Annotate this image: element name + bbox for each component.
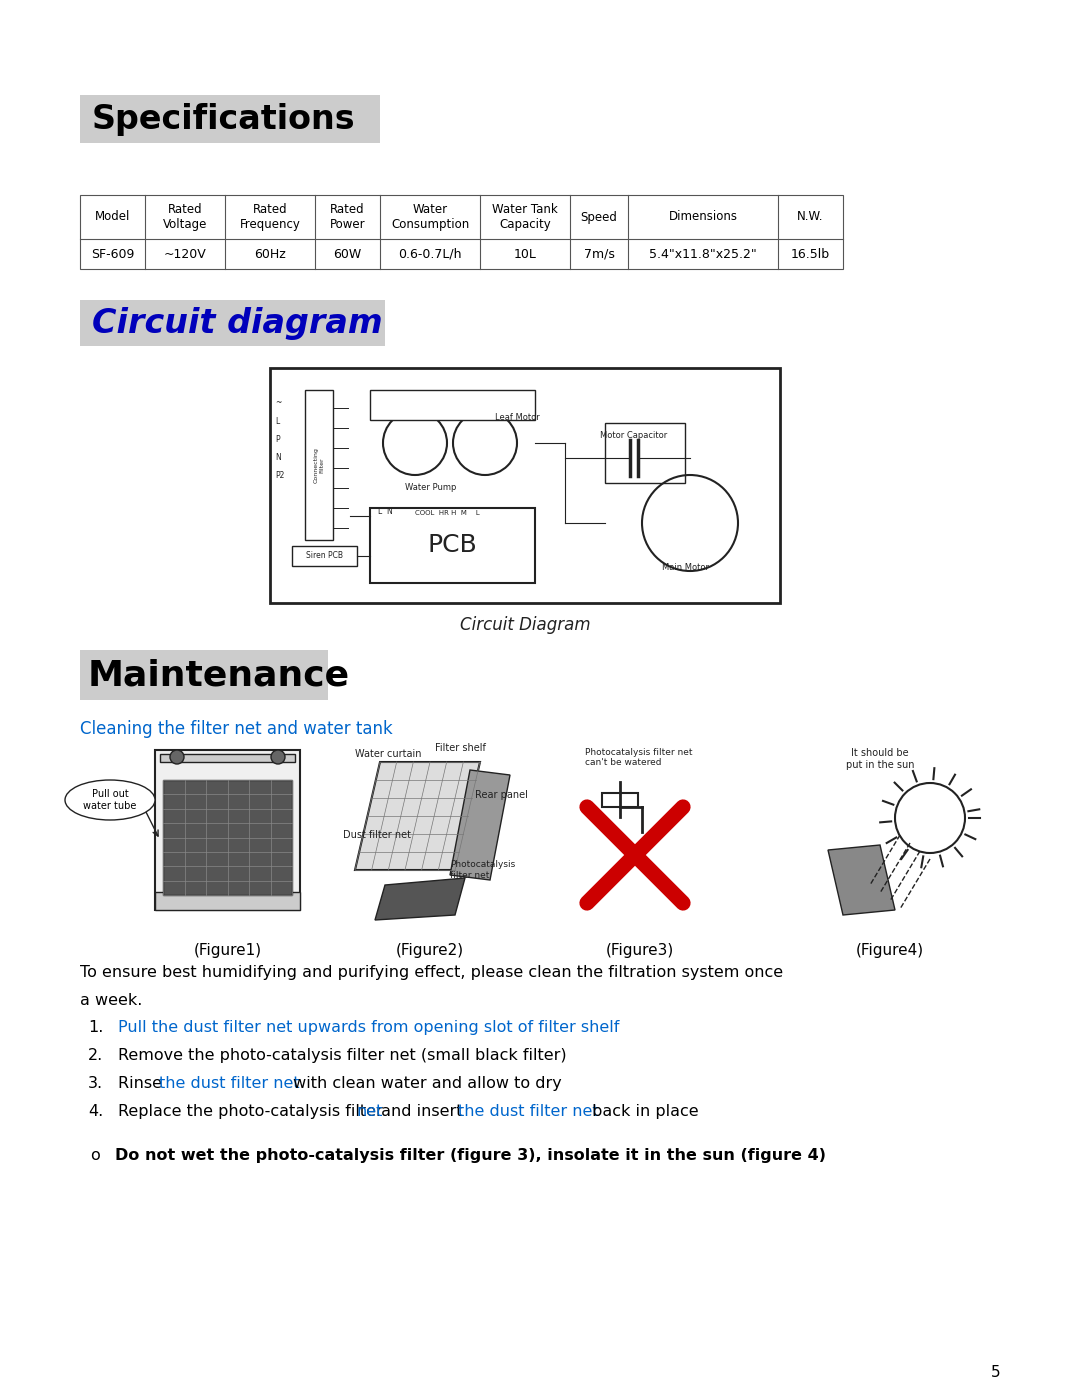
Text: Rear panel: Rear panel: [475, 789, 528, 800]
Text: Connecting
Filter: Connecting Filter: [313, 447, 324, 483]
Text: Rinse: Rinse: [118, 1076, 167, 1091]
Text: Water
Consumption: Water Consumption: [391, 203, 469, 231]
Text: To ensure best humidifying and purifying effect, please clean the filtration sys: To ensure best humidifying and purifying…: [80, 965, 783, 981]
Text: Motor Capacitor: Motor Capacitor: [600, 432, 667, 440]
Text: (Figure4): (Figure4): [856, 943, 924, 958]
Text: the dust filter net: the dust filter net: [159, 1076, 299, 1091]
Text: Cleaning the filter net and water tank: Cleaning the filter net and water tank: [80, 719, 393, 738]
Text: Pull out
water tube: Pull out water tube: [83, 789, 137, 810]
Text: Maintenance: Maintenance: [87, 658, 350, 692]
Text: N.W.: N.W.: [797, 211, 824, 224]
Text: the dust filter net: the dust filter net: [458, 1104, 598, 1119]
Text: 5: 5: [990, 1365, 1000, 1380]
Text: Pull the dust filter net upwards from opening slot of filter shelf: Pull the dust filter net upwards from op…: [118, 1020, 619, 1035]
Polygon shape: [828, 845, 895, 915]
Text: 4.: 4.: [87, 1104, 104, 1119]
Text: (Figure3): (Figure3): [606, 943, 674, 958]
Text: Leaf Motor: Leaf Motor: [495, 414, 540, 422]
Bar: [163, 780, 292, 895]
Text: 3.: 3.: [87, 1076, 103, 1091]
Text: Remove the photo-catalysis filter net (small black filter): Remove the photo-catalysis filter net (s…: [118, 1048, 567, 1063]
Bar: [156, 893, 300, 909]
Text: L: L: [275, 416, 280, 426]
FancyBboxPatch shape: [80, 95, 380, 142]
Bar: [80, 196, 843, 270]
Text: Dust filter net: Dust filter net: [343, 830, 411, 840]
Text: Water Pump: Water Pump: [405, 483, 457, 493]
Bar: [305, 390, 333, 541]
Text: net: net: [356, 1104, 382, 1119]
Bar: [602, 793, 638, 807]
Text: Circuit Diagram: Circuit Diagram: [460, 616, 591, 634]
Text: ~: ~: [275, 398, 282, 408]
Circle shape: [895, 782, 966, 854]
Text: Filter shelf: Filter shelf: [435, 743, 486, 753]
Bar: [292, 546, 357, 566]
Text: SF-609: SF-609: [91, 247, 134, 260]
Text: 60W: 60W: [334, 247, 362, 260]
Bar: [370, 509, 535, 583]
Text: Rated
Power: Rated Power: [329, 203, 365, 231]
Bar: [605, 423, 685, 483]
Text: 16.5lb: 16.5lb: [791, 247, 831, 260]
Text: Specifications: Specifications: [92, 102, 355, 136]
FancyBboxPatch shape: [80, 650, 328, 700]
Polygon shape: [355, 761, 480, 870]
Text: back in place: back in place: [588, 1104, 699, 1119]
FancyBboxPatch shape: [80, 300, 384, 346]
Text: PCB: PCB: [428, 534, 477, 557]
Circle shape: [170, 750, 184, 764]
Text: Water curtain: Water curtain: [355, 749, 421, 759]
Text: Photocatalysis filter net
can't be watered: Photocatalysis filter net can't be water…: [585, 747, 692, 767]
Text: 2.: 2.: [87, 1048, 104, 1063]
Text: Rated
Voltage: Rated Voltage: [163, 203, 207, 231]
Text: and insert: and insert: [377, 1104, 468, 1119]
Text: L  N: L N: [378, 507, 393, 515]
Text: N: N: [275, 453, 281, 461]
Text: Model: Model: [95, 211, 131, 224]
Text: (Figure2): (Figure2): [396, 943, 464, 958]
Text: 0.6-0.7L/h: 0.6-0.7L/h: [399, 247, 462, 260]
Text: It should be
put in the sun: It should be put in the sun: [846, 747, 915, 770]
Polygon shape: [450, 770, 510, 880]
Text: COOL  HR H  M    L: COOL HR H M L: [415, 510, 480, 515]
Text: Main Motor: Main Motor: [661, 563, 708, 573]
Text: o: o: [90, 1148, 99, 1162]
Bar: [156, 750, 300, 909]
Circle shape: [271, 750, 285, 764]
Text: Do not wet the photo-catalysis filter (figure 3), insolate it in the sun (figure: Do not wet the photo-catalysis filter (f…: [114, 1148, 826, 1162]
Text: Dimensions: Dimensions: [669, 211, 738, 224]
Text: P: P: [275, 434, 280, 443]
Ellipse shape: [65, 780, 156, 820]
Text: Siren PCB: Siren PCB: [306, 552, 343, 560]
Text: Photocatalysis
filter net: Photocatalysis filter net: [450, 861, 515, 880]
Text: 1.: 1.: [87, 1020, 104, 1035]
Text: 7m/s: 7m/s: [583, 247, 615, 260]
Text: 60Hz: 60Hz: [254, 247, 286, 260]
Text: P2: P2: [275, 471, 284, 479]
Bar: [270, 367, 780, 604]
Text: Water Tank
Capacity: Water Tank Capacity: [492, 203, 558, 231]
Text: (Figure1): (Figure1): [193, 943, 261, 958]
Text: Circuit diagram: Circuit diagram: [92, 306, 382, 339]
Text: Speed: Speed: [581, 211, 618, 224]
Text: 10L: 10L: [514, 247, 537, 260]
Bar: [160, 754, 295, 761]
Bar: [370, 390, 535, 420]
Text: a week.: a week.: [80, 993, 143, 1009]
Text: Replace the photo-catalysis filter: Replace the photo-catalysis filter: [118, 1104, 388, 1119]
Polygon shape: [375, 877, 465, 921]
Text: Rated
Frequency: Rated Frequency: [240, 203, 300, 231]
Text: 5.4"x11.8"x25.2": 5.4"x11.8"x25.2": [649, 247, 757, 260]
Text: with clean water and allow to dry: with clean water and allow to dry: [288, 1076, 562, 1091]
Text: ~120V: ~120V: [164, 247, 206, 260]
